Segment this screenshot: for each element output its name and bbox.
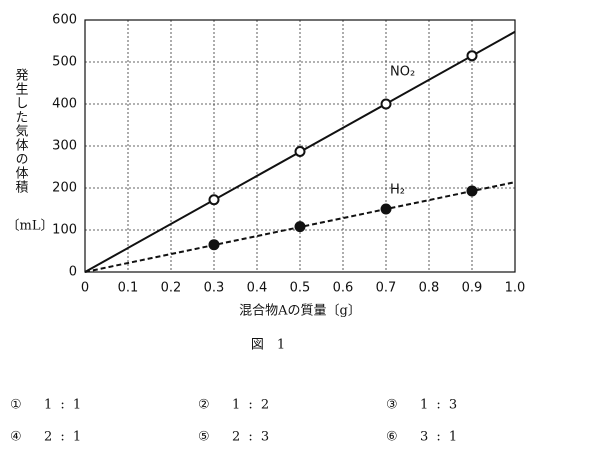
data-point (208, 194, 220, 206)
option-text: 1 : 3 (420, 398, 457, 413)
y-tick-label: 400 (52, 97, 77, 112)
data-point (294, 221, 306, 233)
data-point (294, 145, 306, 157)
x-tick-label: 0.4 (247, 281, 268, 296)
y-tick-label: 300 (52, 139, 77, 154)
x-axis-label: 混合物Aの質量〔g〕 (239, 304, 361, 319)
y-tick-label: 0 (69, 265, 77, 280)
option-number: ⑥ (386, 430, 398, 445)
figure-caption: 図 1 (251, 338, 285, 353)
x-tick-label: 0 (81, 281, 89, 296)
option-text: 3 : 1 (420, 430, 457, 445)
plot-frame (84, 19, 516, 273)
y-tick-label: 200 (52, 181, 77, 196)
x-tick-label: 1.0 (505, 281, 526, 296)
y-tick-label: 500 (52, 55, 77, 70)
option-text: 1 : 1 (44, 398, 81, 413)
y-tick-label: 100 (52, 223, 77, 238)
option-number: ① (10, 398, 22, 413)
option-number: ⑤ (198, 430, 210, 445)
option-number: ② (198, 398, 210, 413)
option-text: 2 : 3 (232, 430, 269, 445)
x-tick-label: 0.1 (118, 281, 139, 296)
x-tick-label: 0.9 (462, 281, 483, 296)
x-tick-label: 0.5 (290, 281, 311, 296)
option-text: 2 : 1 (44, 430, 81, 445)
series-label: NO₂ (390, 65, 415, 80)
data-point (380, 98, 392, 110)
x-tick-label: 0.7 (376, 281, 397, 296)
data-point (466, 50, 478, 62)
option-text: 1 : 2 (232, 398, 269, 413)
x-tick-label: 0.3 (204, 281, 225, 296)
data-point (466, 185, 478, 197)
option-number: ④ (10, 430, 22, 445)
option-number: ③ (386, 398, 398, 413)
x-tick-label: 0.6 (333, 281, 354, 296)
y-tick-label: 600 (52, 13, 77, 28)
y-axis-unit: 〔mL〕 (7, 219, 54, 234)
x-tick-label: 0.2 (161, 281, 182, 296)
series-label: H₂ (390, 183, 405, 198)
data-point (380, 203, 392, 215)
data-point (208, 239, 220, 251)
x-tick-label: 0.8 (419, 281, 440, 296)
y-axis-label: 発生した気体の体積 (13, 68, 29, 194)
